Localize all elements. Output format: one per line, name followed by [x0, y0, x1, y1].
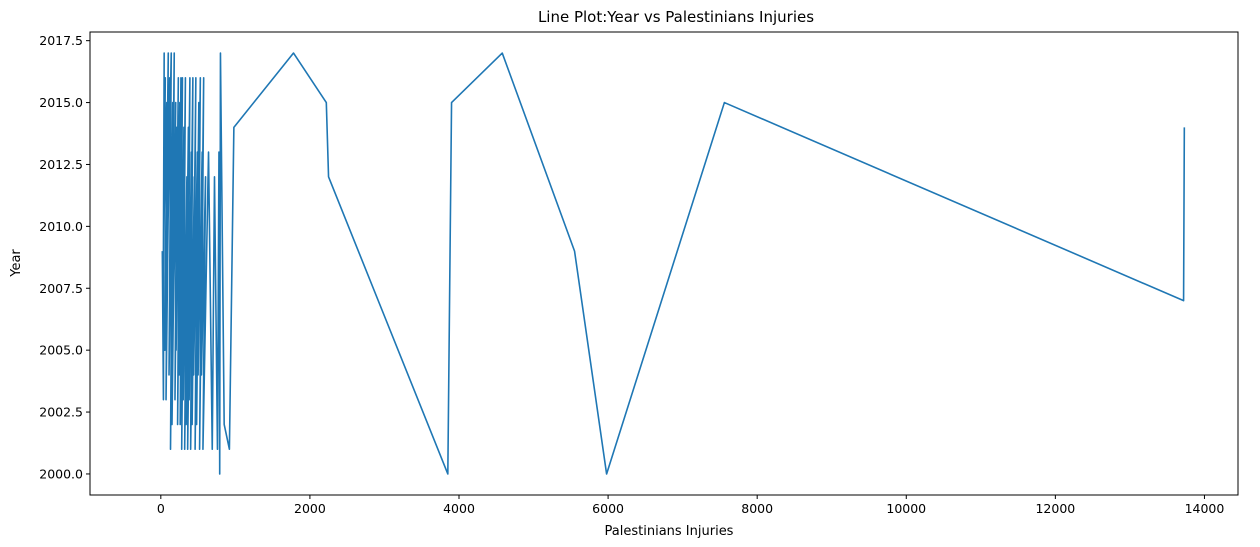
y-tick-label: 2002.5	[39, 405, 83, 420]
chart-title: Line Plot:Year vs Palestinians Injuries	[538, 8, 814, 26]
y-tick-label: 2005.0	[39, 343, 83, 358]
y-tick-label: 2000.0	[39, 466, 83, 481]
y-tick-label: 2007.5	[39, 281, 83, 296]
y-tick-label: 2010.0	[39, 219, 83, 234]
x-tick-label: 6000	[592, 501, 624, 516]
x-tick-label: 14000	[1185, 501, 1225, 516]
x-tick-label: 4000	[443, 501, 475, 516]
y-tick-label: 2012.5	[39, 157, 83, 172]
x-tick-label: 12000	[1035, 501, 1075, 516]
y-tick-label: 2015.0	[39, 95, 83, 110]
x-tick-label: 8000	[741, 501, 773, 516]
axes-frame	[89, 31, 1239, 496]
x-axis-ticks: 0 2000 4000 6000 8000 10000 12000 14000	[157, 495, 1225, 516]
x-axis-label: Palestinians Injuries	[605, 524, 734, 539]
y-tick-label: 2017.5	[39, 33, 83, 48]
series-line-0	[161, 52, 1186, 475]
x-tick-label: 0	[157, 501, 165, 516]
x-tick-label: 2000	[294, 501, 326, 516]
plot-area	[89, 31, 1239, 496]
y-axis-label: Year	[9, 249, 24, 278]
y-axis-ticks: 2000.0 2002.5 2005.0 2007.5 2010.0 2012.5 2015…	[39, 33, 90, 481]
x-tick-label: 10000	[886, 501, 926, 516]
